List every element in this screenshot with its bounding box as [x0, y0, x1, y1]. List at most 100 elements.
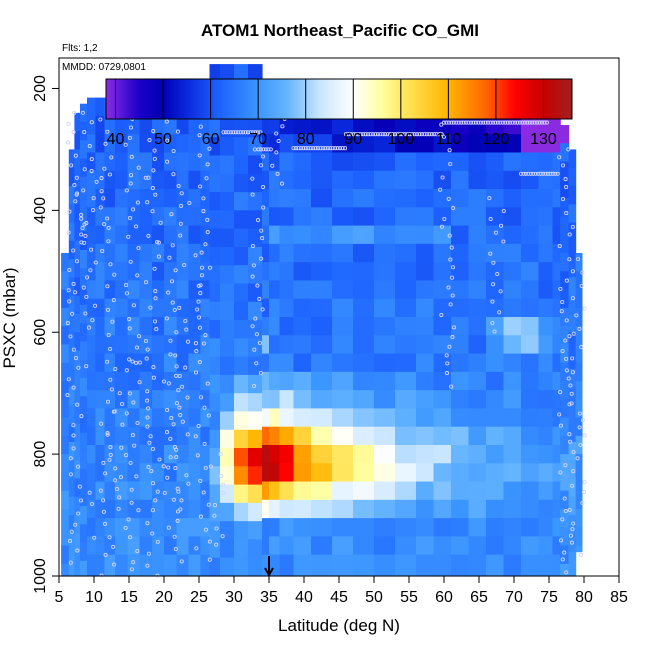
heatmap-cell	[74, 149, 81, 169]
heatmap-cell	[353, 225, 375, 245]
flight-track-point	[148, 305, 153, 310]
heatmap-cell	[152, 280, 165, 300]
flight-track-point	[67, 267, 72, 273]
flight-track-point	[74, 192, 79, 197]
heatmap-cell	[468, 536, 487, 556]
heatmap-cell	[353, 335, 375, 355]
flight-track-point	[69, 163, 74, 168]
heatmap-cell	[311, 189, 333, 208]
heatmap-cell	[115, 298, 129, 318]
heatmap-cell	[248, 521, 263, 541]
flight-track-point	[466, 120, 471, 125]
heatmap-cell	[104, 189, 116, 208]
flight-track-point	[510, 120, 515, 125]
heatmap-cell	[332, 243, 354, 263]
flight-track-point	[569, 391, 574, 396]
flight-track-point	[274, 150, 279, 155]
heatmap-cell	[80, 524, 88, 544]
flight-track-point	[105, 284, 110, 289]
heatmap-cell	[468, 426, 487, 446]
flight-track-point	[557, 244, 562, 249]
heatmap-cell	[503, 408, 522, 428]
heatmap-cell	[61, 399, 70, 419]
heatmap-cell	[279, 189, 295, 208]
flight-track-point	[493, 120, 498, 125]
heatmap-cell	[503, 335, 522, 355]
flight-track-point	[194, 546, 199, 551]
heatmap-cell	[248, 192, 263, 211]
heatmap-cell	[575, 417, 583, 437]
heatmap-cell	[503, 317, 522, 336]
flight-track-point	[253, 316, 258, 321]
heatmap-cell	[433, 134, 452, 154]
heatmap-cell	[332, 298, 354, 318]
heatmap-cell	[164, 371, 178, 391]
heatmap-cell	[209, 173, 221, 193]
flight-track-point	[555, 171, 560, 176]
flight-track-point	[491, 260, 496, 265]
latitude-marker-arrow	[264, 556, 274, 578]
heatmap-cell	[416, 225, 435, 245]
heatmap-cell	[200, 317, 211, 336]
flight-track-point	[446, 196, 451, 201]
heatmap-cell	[74, 295, 81, 315]
flight-track-point	[183, 318, 188, 324]
flight-track-point	[318, 146, 323, 151]
heatmap-cell	[262, 280, 270, 300]
heatmap-cell	[293, 518, 312, 537]
heatmap-cell	[209, 356, 221, 376]
heatmap-cell	[374, 390, 396, 410]
flight-track-point	[446, 120, 451, 125]
heatmap-cell	[503, 353, 522, 373]
heatmap-cell	[95, 518, 106, 537]
flight-track-point	[82, 130, 87, 135]
heatmap-cell	[395, 298, 417, 318]
flight-track-point	[194, 349, 199, 354]
flight-track-point	[127, 357, 132, 362]
heatmap-cell	[234, 173, 249, 193]
flight-track-point	[270, 163, 275, 168]
heatmap-cell	[503, 572, 522, 577]
flight-track-point	[564, 318, 569, 323]
heatmap-cell	[395, 426, 417, 446]
heatmap-cell	[87, 317, 96, 336]
heatmap-cell	[395, 481, 417, 501]
heatmap-cell	[200, 371, 211, 391]
heatmap-cell	[293, 408, 312, 428]
heatmap-cell	[293, 572, 312, 577]
flight-track-point	[146, 551, 151, 556]
flight-track-point	[335, 146, 340, 151]
flight-track-point	[151, 168, 156, 173]
heatmap-cell	[538, 152, 554, 172]
flight-track-point	[315, 146, 321, 151]
flight-track-point	[298, 146, 303, 151]
heatmap-cell	[95, 189, 106, 208]
flight-track-point	[525, 120, 530, 125]
heatmap-cell	[353, 115, 375, 135]
heatmap-cell	[248, 301, 263, 321]
flight-track-point	[221, 490, 226, 495]
heatmap-cell	[220, 210, 235, 230]
heatmap-cell	[374, 536, 396, 556]
flight-track-point	[171, 172, 176, 177]
flight-track-point	[175, 509, 181, 514]
heatmap-cell	[248, 246, 263, 266]
flight-track-point	[388, 132, 393, 137]
heatmap-cell	[164, 280, 178, 300]
heatmap-cell	[503, 243, 522, 263]
heatmap-cell	[95, 317, 106, 336]
heatmap-cell	[262, 262, 270, 282]
flight-track-point	[102, 521, 108, 526]
heatmap-cell	[262, 225, 270, 245]
flight-track-point	[208, 464, 213, 469]
flight-track-point	[483, 120, 488, 125]
flight-track-point	[444, 371, 450, 376]
heatmap-cell	[104, 426, 116, 446]
heatmap-cell	[538, 444, 554, 464]
heatmap-cell	[188, 499, 201, 519]
flight-track-point	[68, 560, 73, 565]
heatmap-cell	[311, 554, 333, 574]
flight-track-point	[214, 526, 219, 531]
heatmap-cell	[220, 539, 235, 559]
heatmap-cell	[521, 463, 540, 483]
